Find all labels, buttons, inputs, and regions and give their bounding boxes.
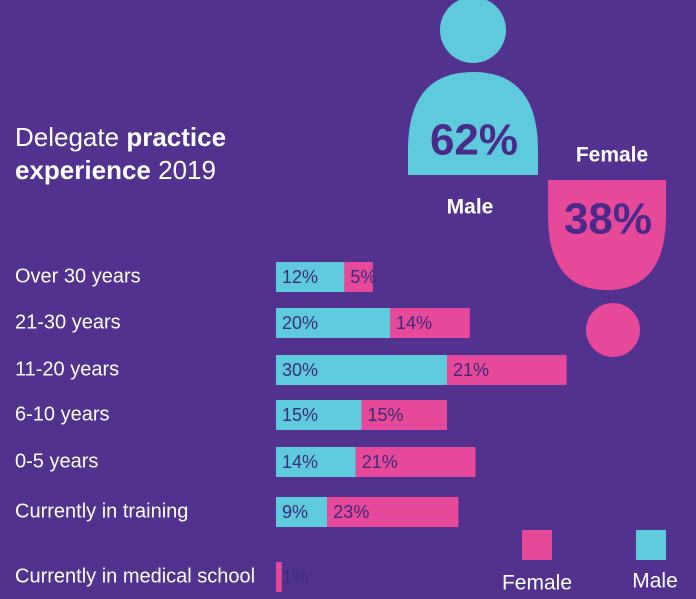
category-label: 6-10 years [15,403,110,425]
male-head [440,0,506,63]
bar-segment [276,447,356,477]
title-part: 2019 [158,155,216,185]
legend-swatch [636,530,666,560]
category-label: Currently in medical school [15,565,255,587]
female-head [586,303,640,357]
value-label: 14% [396,313,432,333]
value-label: 9% [282,502,308,522]
bar-segment [276,497,328,527]
male-body [408,72,538,175]
legend-label: Female [502,572,572,595]
category-label: 21-30 years [15,311,121,333]
bar-segment [276,262,345,292]
bar-segment [447,355,567,385]
value-label: 15% [282,405,318,425]
bar-segment [276,562,282,592]
value-label: 21% [453,360,489,380]
bar-segment [276,308,390,338]
category-label: 0-5 years [15,450,98,472]
bar-segment [276,355,447,385]
male-label: Male [447,196,494,219]
title-part: practice [126,122,226,152]
title-part: experience [15,155,151,185]
bar-segment [327,497,459,527]
title-line-1: Delegate practice [15,122,226,152]
female-percent: 38% [564,195,652,244]
value-label: 30% [282,360,318,380]
title-part: Delegate [15,122,119,152]
bar-segment [344,262,373,292]
value-label: 12% [282,267,318,287]
value-label: 15% [368,405,404,425]
category-label: Currently in training [15,500,188,522]
legend-label: Male [632,570,678,593]
category-label: Over 30 years [15,265,141,287]
value-label: 5% [350,267,376,287]
female-label: Female [576,144,648,167]
female-body [548,180,666,290]
bar-segment [390,308,470,338]
legend-swatch [522,530,552,560]
title-line-2: experience 2019 [15,155,216,185]
value-label: 14% [282,452,318,472]
value-label: 20% [282,313,318,333]
male-percent: 62% [430,116,518,165]
bar-segment [276,400,362,430]
value-label: 21% [362,452,398,472]
value-label: 1% [282,567,308,587]
bar-segment [355,447,476,477]
value-label: 23% [333,502,369,522]
category-label: 11-20 years [15,358,119,380]
bar-segment [361,400,447,430]
